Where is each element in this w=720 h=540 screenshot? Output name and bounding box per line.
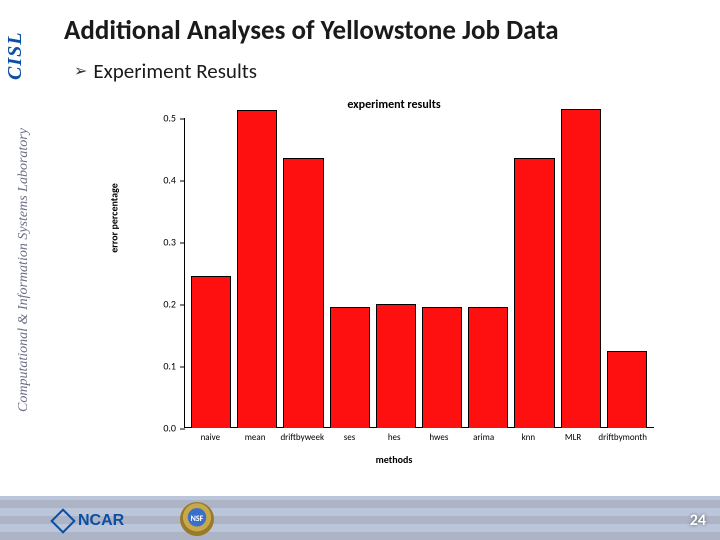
x-tick: hes	[375, 432, 414, 443]
bar	[283, 158, 323, 428]
ncar-diamond-icon	[50, 508, 75, 533]
bar	[607, 351, 647, 429]
sidebar-lab-name: Computational & Information Systems Labo…	[16, 128, 32, 412]
footer: NCAR NSF 24	[0, 496, 720, 540]
x-tick: driftbyweek	[280, 432, 324, 443]
y-tick: 0.0	[163, 422, 184, 435]
y-tick: 0.3	[163, 236, 184, 249]
sidebar: CISL Computational & Information Systems…	[0, 0, 48, 540]
page-title: Additional Analyses of Yellowstone Job D…	[64, 14, 559, 47]
bullet-text: Experiment Results	[93, 58, 257, 84]
bar	[376, 304, 416, 428]
ncar-logo: NCAR	[54, 512, 124, 530]
chart-plot-area: 0.00.10.20.30.40.5	[184, 118, 654, 428]
cisl-badge: CISL	[4, 32, 27, 80]
x-tick: driftbymonth	[598, 432, 647, 443]
ncar-text: NCAR	[78, 512, 124, 530]
bar	[561, 109, 601, 428]
nsf-logo: NSF	[180, 502, 214, 536]
nsf-text: NSF	[191, 514, 204, 524]
bar	[422, 307, 462, 428]
bullet-row: ➢ Experiment Results	[74, 58, 257, 84]
x-tick: hwes	[420, 432, 459, 443]
chart-ylabel: error percentage	[108, 183, 121, 253]
x-tick: ses	[330, 432, 369, 443]
bar	[191, 276, 231, 428]
x-tick: MLR	[554, 432, 593, 443]
bars-container	[184, 118, 654, 428]
chart: experiment results error percentage 0.00…	[120, 96, 668, 466]
slide: CISL Computational & Information Systems…	[0, 0, 720, 540]
y-tick: 0.1	[163, 360, 184, 373]
x-ticks: naive mean driftbyweek sesheshwes arima knn ML…	[184, 432, 654, 443]
bar	[468, 307, 508, 428]
x-tick: knn	[509, 432, 548, 443]
y-tick: 0.2	[163, 298, 184, 311]
bar	[514, 158, 554, 428]
page-number: 24	[690, 511, 706, 530]
x-tick: mean	[236, 432, 275, 443]
bar	[237, 110, 277, 428]
bar	[330, 307, 370, 428]
bullet-arrow-icon: ➢	[74, 61, 87, 81]
x-tick: naive	[191, 432, 230, 443]
y-tick: 0.5	[163, 112, 184, 125]
y-tick: 0.4	[163, 174, 184, 187]
x-tick: arima	[464, 432, 503, 443]
chart-xlabel: methods	[120, 453, 668, 466]
